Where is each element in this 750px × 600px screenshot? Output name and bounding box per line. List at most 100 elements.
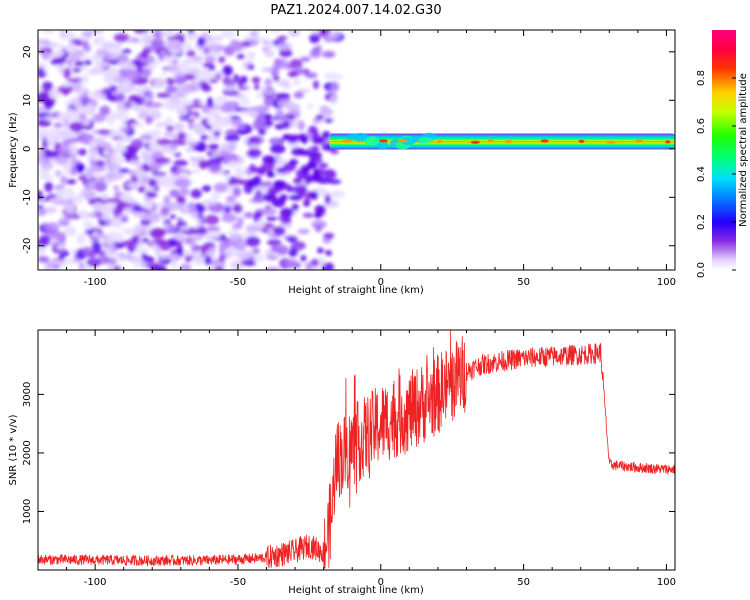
noise-speckle xyxy=(318,256,326,266)
noise-speckle xyxy=(134,138,141,145)
noise-speckle xyxy=(201,160,210,169)
noise-speckle xyxy=(154,157,171,165)
noise-speckle xyxy=(321,50,336,58)
noise-speckle-dark xyxy=(303,200,311,207)
noise-speckle xyxy=(165,63,182,71)
noise-speckle xyxy=(78,175,87,181)
snr-ticks: -100 -50 0 50 100 1000 2000 3000 xyxy=(22,330,676,588)
noise-speckle-dark xyxy=(309,191,319,200)
noise-speckle xyxy=(153,30,162,35)
noise-speckle-dark xyxy=(274,123,285,130)
noise-speckle xyxy=(165,86,179,93)
noise-speckle xyxy=(306,103,314,109)
noise-speckle xyxy=(201,185,212,192)
noise-speckle xyxy=(39,167,50,179)
noise-speckle-dark xyxy=(301,164,310,174)
noise-speckle xyxy=(109,95,116,102)
figure-title: PAZ1.2024.007.14.02.G30 xyxy=(270,3,441,18)
snr-axes-frame xyxy=(37,329,676,571)
noise-speckle-dark xyxy=(324,194,331,204)
noise-speckle-dark xyxy=(322,131,331,139)
noise-speckle xyxy=(185,145,195,153)
noise-speckle xyxy=(113,266,120,270)
noise-speckle xyxy=(189,67,201,77)
y-tick-label: 20 xyxy=(22,45,33,58)
noise-speckle-dark xyxy=(264,120,274,127)
noise-speckle-dark xyxy=(271,198,286,208)
noise-speckle xyxy=(110,68,121,77)
noise-speckle xyxy=(161,70,168,76)
noise-speckle xyxy=(162,99,170,110)
noise-speckle xyxy=(50,59,60,65)
noise-speckle xyxy=(63,228,75,235)
band-hotspot xyxy=(379,139,388,143)
noise-speckle xyxy=(77,210,89,218)
noise-speckle xyxy=(70,159,82,164)
noise-speckle xyxy=(193,233,203,241)
noise-speckle-dark xyxy=(288,159,299,166)
noise-speckle xyxy=(127,147,135,158)
noise-speckle xyxy=(280,79,290,86)
noise-speckle xyxy=(176,230,184,240)
noise-speckle xyxy=(320,109,335,114)
noise-speckle xyxy=(297,120,305,131)
noise-speckle xyxy=(169,253,181,262)
noise-speckle xyxy=(275,92,291,99)
noise-speckle xyxy=(224,206,231,213)
noise-speckle xyxy=(149,101,163,109)
noise-speckle xyxy=(49,43,64,48)
noise-speckle xyxy=(281,84,293,90)
x-tick-label: 0 xyxy=(378,577,384,588)
noise-speckle-dark xyxy=(311,157,323,164)
noise-speckle xyxy=(264,78,273,87)
noise-speckle xyxy=(327,179,342,185)
noise-speckle xyxy=(251,76,261,84)
noise-speckle xyxy=(292,78,301,85)
y-tick-label: -10 xyxy=(22,189,33,205)
noise-speckle xyxy=(187,123,196,130)
noise-speckle xyxy=(84,44,92,53)
noise-speckle-dark xyxy=(308,125,318,134)
noise-speckle xyxy=(309,49,322,59)
noise-speckle xyxy=(91,241,102,252)
noise-speckle xyxy=(81,119,91,126)
colorbar-tick-label: 0.4 xyxy=(696,166,707,182)
noise-speckle xyxy=(230,118,244,127)
noise-speckle-dark xyxy=(275,167,287,173)
noise-speckle xyxy=(211,118,227,128)
noise-speckle xyxy=(218,254,226,262)
noise-speckle xyxy=(179,171,190,178)
noise-speckle xyxy=(208,143,220,150)
noise-speckle xyxy=(232,186,242,197)
noise-speckle xyxy=(104,202,116,210)
noise-speckle-dark xyxy=(314,205,326,214)
noise-speckle xyxy=(38,235,51,246)
noise-speckle xyxy=(186,31,197,42)
noise-speckle xyxy=(169,214,176,220)
noise-speckle xyxy=(225,78,237,86)
band-hotspot xyxy=(398,139,408,143)
noise-speckle xyxy=(163,195,171,205)
noise-speckle xyxy=(160,206,170,217)
noise-speckle xyxy=(233,41,243,53)
spectrogram-band xyxy=(329,132,675,150)
noise-speckle xyxy=(102,149,111,156)
noise-speckle xyxy=(38,43,46,49)
noise-speckle xyxy=(57,85,73,94)
noise-speckle xyxy=(137,112,149,119)
noise-speckle xyxy=(276,35,288,40)
noise-speckle xyxy=(275,109,285,120)
spectrogram-axes-frame xyxy=(37,29,676,271)
noise-speckle xyxy=(275,244,289,256)
noise-speckle xyxy=(166,202,183,211)
noise-speckle xyxy=(113,33,130,43)
noise-speckle xyxy=(42,266,54,270)
noise-speckle xyxy=(76,163,84,174)
noise-speckle-dark xyxy=(288,194,303,201)
noise-speckle xyxy=(332,73,343,80)
noise-speckle-dark xyxy=(318,162,329,169)
noise-speckle xyxy=(61,81,71,87)
y-tick-label: 10 xyxy=(22,94,33,107)
snr-panel: -100 -50 0 50 100 1000 2000 3000 Height of stra… xyxy=(8,329,676,596)
noise-speckle xyxy=(253,83,260,91)
